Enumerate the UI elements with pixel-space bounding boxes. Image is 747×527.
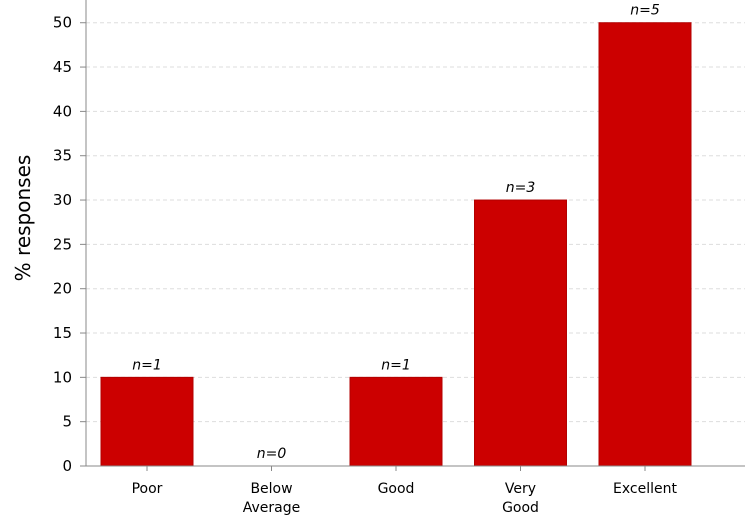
y-axis-title: % responses [11,155,35,282]
y-tick-label: 15 [53,324,72,342]
x-category-label: Excellent [613,481,677,497]
x-category-label: Very [505,481,536,497]
axis-layer [80,0,745,471]
x-category-label: Below [250,481,292,497]
x-category-label: Good [378,481,415,497]
bar [100,376,194,467]
y-tick-label: 45 [53,58,72,76]
y-tick-label: 5 [62,413,72,431]
bar-data-label: n=0 [257,446,287,462]
bar [598,22,692,467]
y-tick-label: 30 [53,191,72,209]
label-layer: 0 5 10 15 20 25 30 35 40 45 50 n=1 Poor n=0 Below Avera… [53,3,678,516]
bar-data-label: n=1 [381,357,411,373]
x-category-label: Poor [132,481,163,497]
y-tick-label: 10 [53,368,72,386]
y-tick-label: 20 [53,280,72,298]
x-category-label: Average [243,500,301,516]
bar-data-label: n=5 [630,3,660,19]
y-tick-label: 35 [53,147,72,165]
bar [474,199,567,467]
x-category-label: Good [502,500,539,516]
y-tick-label: 25 [53,235,72,253]
bars-layer [100,22,692,467]
bar [349,376,443,467]
y-tick-label: 40 [53,102,72,120]
bar-data-label: n=1 [132,357,162,373]
y-tick-label: 50 [53,14,72,32]
bar-data-label: n=3 [506,180,536,196]
y-tick-label: 0 [62,457,72,475]
